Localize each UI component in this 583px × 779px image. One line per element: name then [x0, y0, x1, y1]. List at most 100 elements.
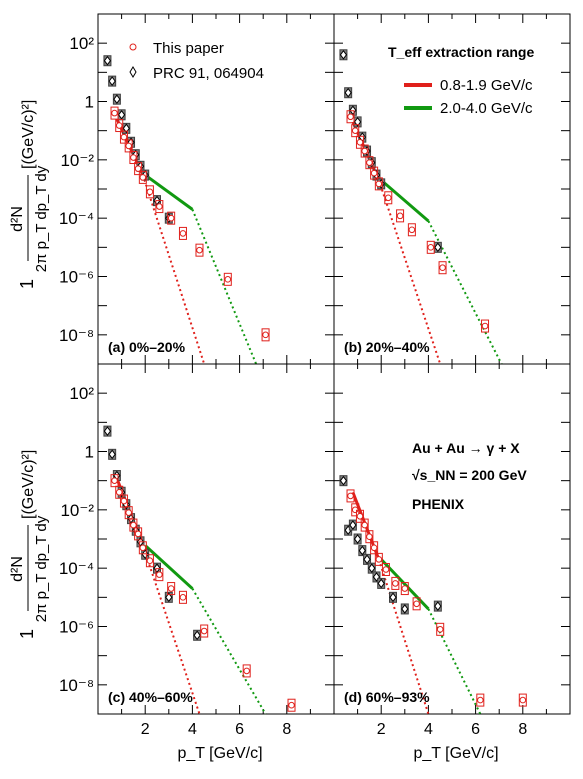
paper-syst-box — [138, 170, 147, 184]
panel-label: (a) 0%–20% — [108, 339, 186, 355]
paper-syst-box — [134, 162, 143, 176]
paper-point — [347, 113, 354, 121]
paper-point — [382, 566, 390, 573]
paper-point — [477, 696, 484, 704]
prc-point — [339, 475, 348, 486]
paper-point — [200, 627, 208, 635]
paper-point — [361, 521, 368, 529]
annotation-experiment: PHENIX — [412, 496, 465, 512]
prc-point — [103, 426, 112, 436]
x-axis-labels: p_T [GeV/c] p_T [GeV/c] — [177, 745, 498, 762]
paper-syst-box — [129, 518, 138, 532]
fit-line-1 — [380, 179, 430, 223]
fit-extrapolation-1 — [427, 608, 482, 715]
paper-point — [347, 492, 354, 500]
prc-point — [108, 76, 116, 86]
panel-d: 2 4 6 8 (d) 60%–93% — [333, 363, 571, 738]
paper-point — [130, 154, 137, 161]
x-tick-label: 4 — [424, 721, 433, 738]
prc-point — [108, 449, 116, 460]
paper-syst-box — [396, 209, 405, 223]
prc-point — [372, 572, 381, 582]
legend-fit-label-0: 0.8-1.9 GeV/c — [440, 77, 533, 94]
paper-syst-box — [167, 582, 176, 596]
paper-syst-box — [178, 590, 187, 604]
paper-syst-box — [178, 226, 187, 240]
paper-syst-box — [391, 576, 400, 590]
legend-this-paper: This paper — [153, 40, 224, 57]
paper-syst-box — [518, 693, 527, 707]
paper-syst-box — [346, 110, 355, 124]
paper-syst-box — [195, 243, 204, 257]
x-tick-label: 6 — [235, 721, 244, 738]
fit-extrapolation-1 — [191, 588, 267, 715]
prc-point — [353, 534, 362, 544]
fit-line-1 — [380, 558, 430, 610]
paper-syst-box — [155, 200, 164, 214]
paper-point — [134, 530, 142, 538]
paper-syst-box — [134, 527, 143, 541]
y-label-denominator: 2π p_T dp_T dy — [33, 515, 50, 622]
paper-syst-box — [119, 130, 128, 144]
paper-syst-box — [261, 328, 270, 342]
paper-point — [111, 477, 118, 484]
paper-syst-box — [110, 106, 119, 120]
y-label-numerator: d²N — [9, 206, 26, 232]
paper-point — [361, 147, 368, 155]
annotation-collision: Au + Au → γ + X — [412, 440, 520, 456]
paper-syst-box — [115, 485, 124, 499]
legend-prc: PRC 91, 064904 — [153, 65, 264, 82]
paper-point — [156, 203, 163, 210]
paper-point — [392, 580, 399, 587]
paper-point — [370, 169, 378, 177]
legend-circle-marker — [129, 43, 137, 51]
prc-point — [165, 592, 173, 603]
panel-label: (c) 40%–60% — [108, 689, 193, 705]
paper-point — [351, 127, 359, 134]
y-axis-label-row-0: 1 d²N 2π p_T dp_T dy[(GeV/c)²] — [9, 100, 50, 289]
paper-point — [243, 667, 250, 675]
paper-syst-box — [436, 622, 445, 636]
paper-point — [366, 159, 373, 166]
panel-label: (b) 20%–40% — [344, 339, 430, 355]
paper-point — [262, 331, 269, 339]
y-tick-label: 1 — [85, 93, 94, 112]
prc-point — [339, 49, 348, 60]
paper-syst-box — [351, 124, 360, 138]
panel-label: (d) 60%–93% — [344, 689, 430, 705]
x-axis-title-0: p_T [GeV/c] — [177, 745, 262, 762]
paper-syst-box — [360, 144, 369, 158]
paper-syst-box — [242, 664, 251, 678]
paper-point — [115, 488, 123, 496]
x-tick-label: 4 — [188, 721, 197, 738]
prc-point — [113, 94, 121, 105]
prc-point — [103, 55, 112, 66]
y-tick-label: 10⁻⁶ — [59, 618, 94, 637]
paper-syst-box — [346, 489, 355, 503]
paper-point — [224, 276, 232, 283]
prc-point — [193, 630, 201, 641]
paper-syst-box — [438, 261, 447, 275]
x-tick-label: 6 — [471, 721, 480, 738]
paper-syst-box — [145, 554, 154, 568]
paper-point — [134, 165, 142, 172]
panel-frame — [97, 363, 335, 715]
paper-syst-box — [476, 693, 485, 707]
fit-extrapolation-0 — [377, 179, 442, 365]
x-tick-label: 8 — [282, 721, 291, 738]
y-label-unit: [(GeV/c)²] — [20, 100, 37, 169]
paper-syst-box — [167, 211, 176, 225]
legend-group: This paper PRC 91, 064904 T_eff extraction… — [129, 40, 534, 512]
y-tick-label: 1 — [85, 443, 94, 462]
prc-point — [353, 117, 362, 127]
annotation-energy: √s_NN = 200 GeV — [412, 467, 527, 483]
paper-point — [196, 246, 203, 254]
paper-point — [125, 142, 132, 150]
fit-extrapolation-0 — [377, 559, 430, 715]
paper-point — [167, 214, 175, 222]
prc-point — [434, 601, 442, 611]
paper-point — [139, 544, 147, 552]
y-tick-label: 10⁻⁶ — [59, 268, 94, 287]
paper-point — [413, 600, 420, 608]
